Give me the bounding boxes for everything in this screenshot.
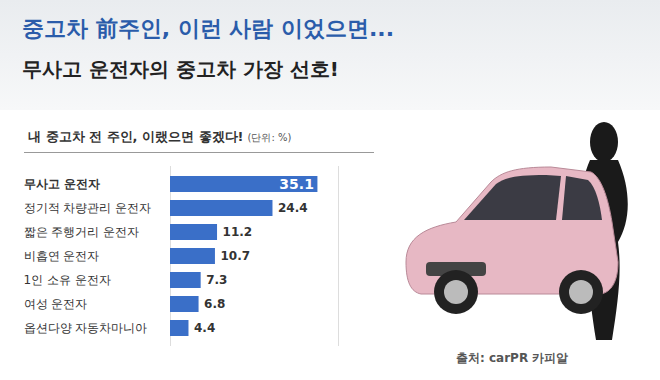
svg-text:비흡연 운전자: 비흡연 운전자: [24, 249, 100, 263]
svg-text:35.1: 35.1: [279, 176, 314, 192]
svg-text:6.8: 6.8: [204, 297, 225, 311]
svg-text:옵션다양 자동차마니아: 옵션다양 자동차마니아: [24, 321, 148, 335]
svg-text:10.7: 10.7: [220, 249, 250, 263]
html-text:무사고 운전자의 중고차 가장 선호!: 무사고 운전자의 중고차 가장 선호!: [22, 57, 339, 81]
svg-text:4.4: 4.4: [194, 321, 215, 335]
svg-text:여성 운전자: 여성 운전자: [24, 297, 88, 311]
html-text:중고차 前주인, 이런 사람 이었으면...: 중고차 前주인, 이런 사람 이었으면...: [22, 16, 395, 41]
svg-text:무사고 운전자: 무사고 운전자: [24, 177, 100, 191]
svg-text:7.3: 7.3: [206, 273, 227, 287]
html-text:내 중고차 전 주인, 이랬으면 좋겠다! (단위: %): 내 중고차 전 주인, 이랬으면 좋겠다! (단위: %): [28, 129, 292, 144]
html-text:출처: carPR 카피알: 출처: carPR 카피알: [456, 351, 569, 365]
svg-text:짧은 주행거리 운전자: 짧은 주행거리 운전자: [24, 225, 140, 239]
svg-text:24.4: 24.4: [278, 201, 308, 215]
svg-text:정기적 차량관리 운전자: 정기적 차량관리 운전자: [24, 201, 152, 215]
svg-text:1인 소유 운전자: 1인 소유 운전자: [24, 273, 111, 287]
svg-text:11.2: 11.2: [223, 225, 253, 239]
